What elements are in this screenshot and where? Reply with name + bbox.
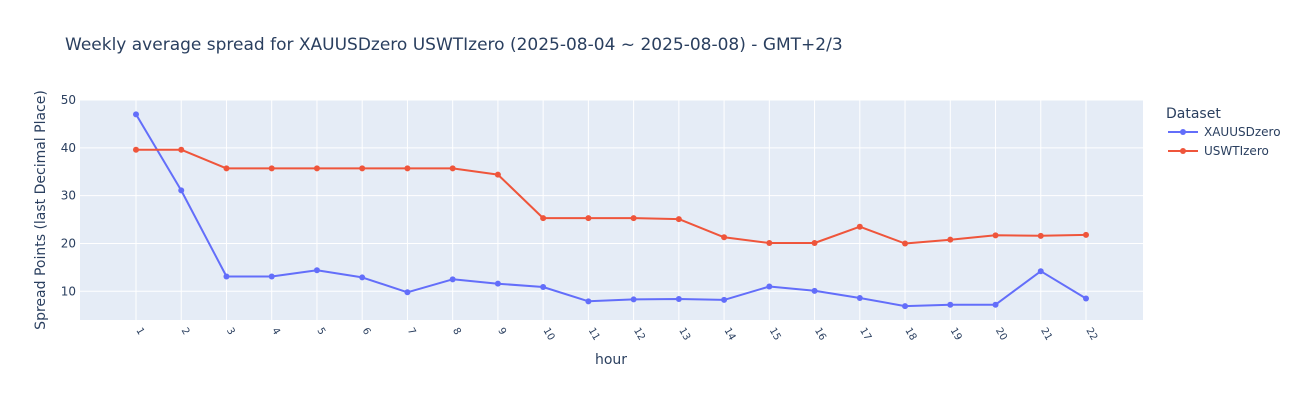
legend-item[interactable]: USWTIzero xyxy=(1168,144,1269,158)
data-point xyxy=(1083,295,1089,302)
plot-area xyxy=(80,100,1143,320)
series-line xyxy=(136,148,1087,245)
x-tick-label: 16 xyxy=(812,326,828,343)
y-tick-labels: 10 20 30 40 50 xyxy=(61,93,76,298)
x-axis-title: hour xyxy=(595,352,627,368)
x-tick-label: 3 xyxy=(224,326,237,337)
x-tick-label: 19 xyxy=(948,326,964,343)
data-point xyxy=(449,276,456,283)
series-layer xyxy=(133,111,1089,310)
data-point xyxy=(811,287,818,294)
data-point xyxy=(359,274,366,281)
data-point xyxy=(268,165,275,172)
legend-marker-swatch xyxy=(1180,129,1186,135)
x-tick-label: 1 xyxy=(133,326,146,337)
data-point xyxy=(449,165,456,172)
y-tick-label: 10 xyxy=(61,284,76,298)
data-point xyxy=(721,234,728,241)
data-point xyxy=(811,240,818,246)
data-point xyxy=(1037,232,1044,239)
legend-item[interactable]: XAUUSDzero xyxy=(1168,125,1281,139)
x-tick-label: 22 xyxy=(1083,326,1099,343)
x-tick-label: 20 xyxy=(993,326,1009,343)
data-point xyxy=(133,111,139,118)
data-point xyxy=(856,223,863,230)
x-tick-label: 18 xyxy=(902,326,918,343)
y-axis-title: Spread Points (last Decimal Place) xyxy=(33,90,49,330)
chart-title: Weekly average spread for XAUUSDzero USW… xyxy=(65,35,843,55)
x-tick-label: 14 xyxy=(721,326,737,343)
data-point xyxy=(630,296,637,303)
data-point xyxy=(902,303,909,310)
x-tick-label: 21 xyxy=(1038,326,1054,343)
legend-items: XAUUSDzero USWTIzero xyxy=(1168,125,1281,158)
data-point xyxy=(766,283,773,290)
y-tick-label: 50 xyxy=(61,93,76,107)
x-tick-label: 11 xyxy=(586,326,602,343)
data-point xyxy=(404,165,411,172)
x-tick-label: 8 xyxy=(450,326,463,337)
x-tick-label: 9 xyxy=(495,326,508,337)
data-point xyxy=(766,240,773,246)
x-tick-labels: 1 2 3 4 5 6 7 8 9 10 11 12 13 14 15 16 17 18 19 20 21 22 xyxy=(133,326,1099,343)
data-point xyxy=(359,165,366,172)
x-tick-label: 10 xyxy=(541,326,557,343)
x-tick-label: 7 xyxy=(405,326,418,337)
series-USWTIzero xyxy=(133,146,1089,247)
data-point xyxy=(675,295,682,302)
data-point xyxy=(992,301,999,308)
series-line xyxy=(135,113,1087,308)
data-point xyxy=(585,298,592,305)
data-point xyxy=(902,240,909,247)
data-point xyxy=(947,236,954,243)
y-gridlines xyxy=(80,99,1143,292)
x-tick-label: 17 xyxy=(857,326,873,343)
data-point xyxy=(540,284,547,290)
x-tick-label: 13 xyxy=(676,326,692,343)
data-point xyxy=(494,280,501,287)
y-tick-label: 20 xyxy=(61,236,76,250)
x-tick-label: 5 xyxy=(314,326,327,337)
x-tick-label: 15 xyxy=(767,326,783,343)
data-point xyxy=(223,165,230,172)
legend-title: Dataset xyxy=(1166,106,1221,122)
y-tick-label: 40 xyxy=(61,141,76,155)
data-point xyxy=(630,215,637,222)
x-tick-label: 2 xyxy=(179,326,192,337)
data-point xyxy=(1037,268,1044,275)
data-point xyxy=(178,146,185,153)
data-point xyxy=(540,215,547,222)
series-XAUUSDzero xyxy=(133,111,1089,310)
legend-marker-swatch xyxy=(1180,148,1186,154)
data-point xyxy=(223,273,230,280)
legend-label: USWTIzero xyxy=(1204,144,1269,158)
data-point xyxy=(313,267,320,274)
y-tick-label: 30 xyxy=(61,189,76,203)
data-point xyxy=(178,187,185,194)
data-point xyxy=(947,301,954,308)
data-point xyxy=(721,296,728,303)
x-tick-label: 6 xyxy=(360,326,373,337)
data-point xyxy=(404,289,411,296)
legend-label: XAUUSDzero xyxy=(1204,125,1281,139)
x-tick-label: 12 xyxy=(631,326,647,343)
legend: Dataset XAUUSDzero USWTIzero xyxy=(1166,106,1281,158)
data-point xyxy=(494,171,501,178)
data-point xyxy=(585,215,592,222)
data-point xyxy=(268,273,275,280)
data-point xyxy=(133,146,139,153)
data-point xyxy=(856,295,863,301)
data-point xyxy=(675,216,682,223)
data-point xyxy=(992,232,999,239)
x-tick-label: 4 xyxy=(269,326,282,337)
data-point xyxy=(313,165,320,172)
data-point xyxy=(1083,231,1089,238)
